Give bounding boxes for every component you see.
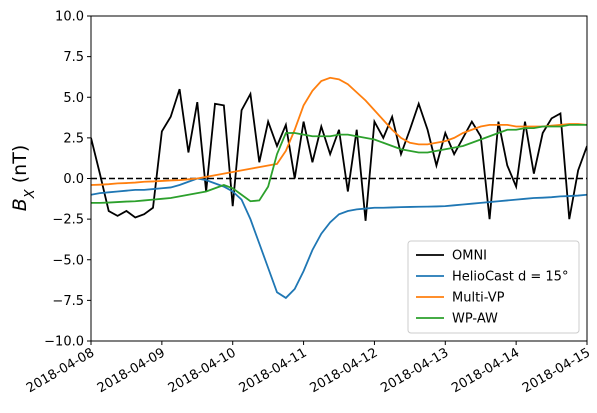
y-tick-label: 7.5 — [63, 50, 84, 65]
series-line — [91, 123, 587, 204]
x-tick-label: 2018-04-13 — [378, 345, 451, 396]
y-tick-label: 5.0 — [63, 91, 84, 106]
y-tick-label: −7.5 — [52, 294, 84, 309]
y-tick-label: 2.5 — [63, 131, 84, 146]
y-tick-label: −2.5 — [52, 213, 84, 228]
plot-frame — [90, 15, 588, 342]
x-tick-label: 2018-04-11 — [237, 345, 310, 396]
series-line — [91, 76, 587, 186]
legend-box — [407, 240, 580, 334]
legend-label: Multi-VP — [452, 291, 505, 306]
x-tick-label: 2018-04-08 — [24, 345, 97, 396]
y-tick-label: 10.0 — [55, 10, 84, 25]
y-axis-label: BX (nT) — [9, 145, 38, 211]
legend-label: OMNI — [452, 249, 487, 264]
y-tick-label: −5.0 — [52, 253, 84, 268]
x-tick-label: 2018-04-09 — [95, 345, 168, 396]
x-tick-label: 2018-04-15 — [520, 345, 593, 396]
x-tick-label: 2018-04-10 — [166, 345, 239, 396]
series-line — [91, 88, 587, 221]
legend-label: WP-AW — [452, 312, 498, 327]
x-tick-label: 2018-04-14 — [449, 345, 522, 396]
series-line — [91, 177, 587, 300]
x-tick-label: 2018-04-12 — [307, 345, 380, 396]
legend-label: HelioCast d = 15° — [452, 270, 568, 285]
y-tick-label: −10.0 — [44, 335, 84, 350]
y-tick-label: 0.0 — [63, 172, 84, 187]
